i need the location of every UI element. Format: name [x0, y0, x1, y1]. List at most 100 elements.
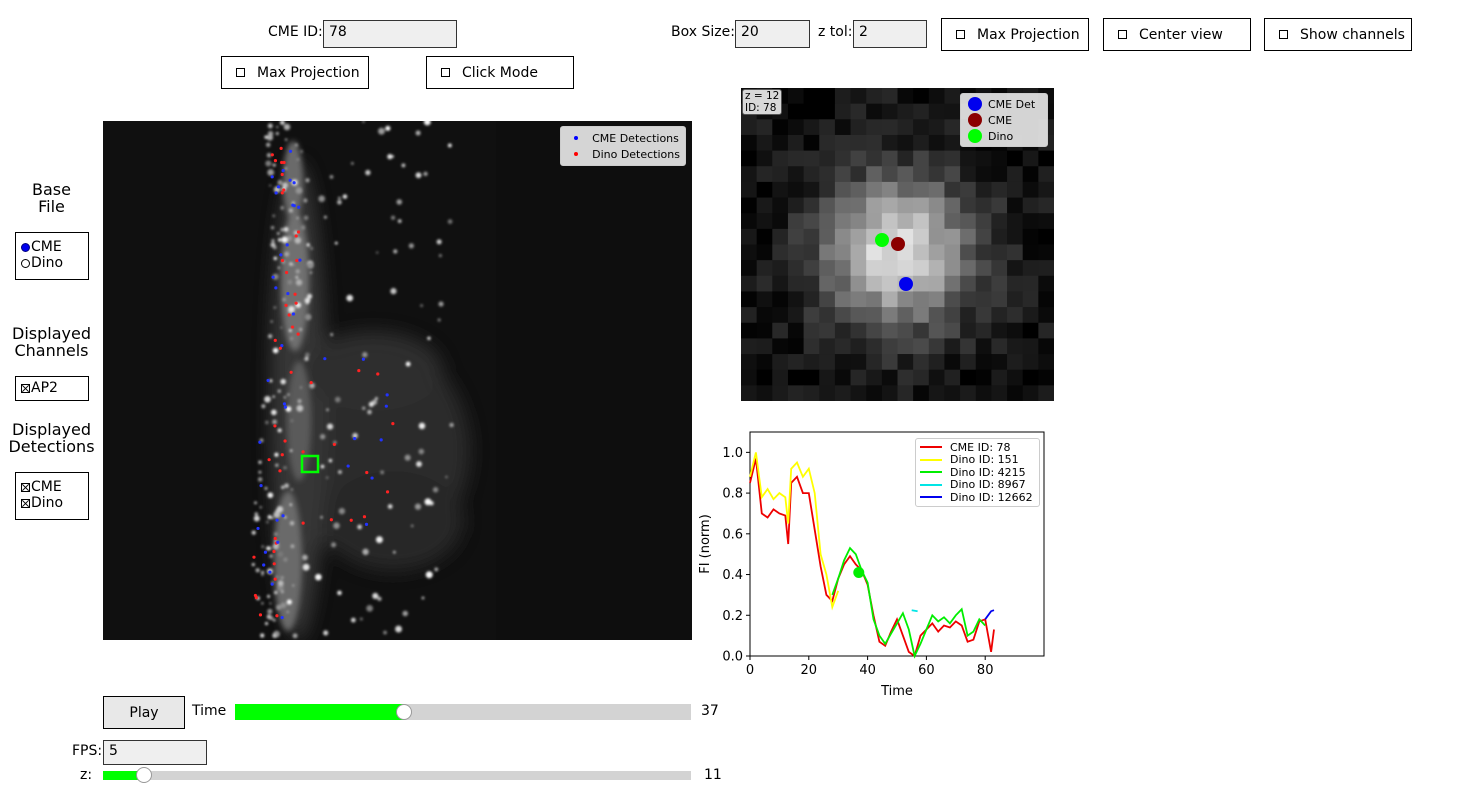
zoom-pixel: [913, 213, 930, 230]
zoom-pixel: [975, 197, 992, 214]
zoom-pixel: [819, 291, 836, 308]
zoom-pixel: [944, 244, 961, 261]
speckle: [254, 512, 258, 516]
zoom-pixel: [897, 166, 914, 183]
speckle: [284, 167, 288, 170]
detection-option-dino[interactable]: Dino: [16, 495, 88, 511]
zoom-pixel: [1038, 307, 1054, 324]
zoom-pixel: [834, 88, 852, 105]
series-line: [831, 546, 986, 659]
cme-detection-dot: [292, 181, 296, 185]
speckle: [287, 235, 293, 241]
speckle: [395, 625, 402, 633]
center-view-toggle[interactable]: Center view: [1103, 18, 1251, 51]
zoom-view[interactable]: z = 12 ID: 78 CME Det CME Dino: [741, 88, 1054, 401]
speckle: [319, 433, 326, 440]
dino-detection-dot: [301, 521, 305, 525]
zoom-pixel: [866, 244, 883, 261]
zoom-pixel: [975, 150, 992, 167]
speckle: [306, 243, 310, 247]
dino-detection-dot: [391, 422, 395, 426]
zoom-pixel: [866, 260, 883, 277]
click-mode-toggle[interactable]: Click Mode: [426, 56, 574, 89]
play-button[interactable]: Play: [103, 696, 185, 729]
zoom-pixel: [913, 166, 930, 183]
main-image-view[interactable]: CME Detections Dino Detections: [103, 121, 692, 640]
zoom-pixel: [913, 354, 930, 371]
z-slider[interactable]: [103, 767, 691, 783]
speckle: [266, 134, 274, 141]
z-slider-handle[interactable]: [136, 767, 153, 783]
zoom-pixel: [991, 322, 1008, 339]
time-slider-handle[interactable]: [395, 704, 412, 720]
speckle: [266, 546, 271, 551]
zoom-pixel: [866, 322, 883, 339]
zoom-pixel: [834, 197, 852, 214]
current-time-marker: [853, 567, 865, 579]
speckle: [289, 520, 295, 526]
time-slider-label: Time: [192, 703, 227, 719]
radio-option-cme[interactable]: CME: [16, 239, 88, 255]
show-channels-toggle[interactable]: Show channels: [1264, 18, 1412, 51]
zoom-pixel: [975, 166, 992, 183]
zoom-pixel: [787, 197, 805, 214]
zoom-pixel: [772, 260, 789, 277]
speckle: [377, 596, 382, 601]
zoom-pixel: [944, 369, 961, 386]
zoom-pixel: [1022, 369, 1039, 386]
speckle: [294, 236, 302, 244]
cme-legend-icon: [968, 113, 982, 127]
max-projection-toggle[interactable]: Max Projection: [941, 18, 1089, 51]
z-tol-input[interactable]: 2: [853, 20, 927, 48]
max-projection-main-toggle[interactable]: Max Projection: [221, 56, 369, 89]
speckle: [274, 532, 278, 536]
zoom-pixel: [787, 260, 805, 277]
zoom-pixel: [834, 166, 852, 183]
speckle: [289, 503, 293, 507]
channels-checkbox-group[interactable]: AP2: [15, 376, 89, 401]
speckle: [283, 123, 291, 131]
zoom-pixel: [991, 385, 1008, 401]
cme-detection-dot: [292, 204, 296, 208]
speckle: [296, 404, 304, 412]
zoom-pixel: [819, 307, 836, 324]
zoom-pixel: [897, 103, 914, 120]
detections-checkbox-group[interactable]: CME Dino: [15, 472, 89, 520]
zoom-pixel: [819, 103, 836, 120]
fps-input[interactable]: 5: [103, 740, 207, 765]
zoom-pixel: [1038, 369, 1054, 386]
speckle: [362, 406, 366, 410]
speckle: [320, 516, 323, 519]
speckle: [305, 178, 310, 183]
dino-detection-dot: [362, 515, 367, 519]
time-slider[interactable]: [235, 704, 691, 720]
zoom-pixel: [741, 119, 758, 136]
dino-detection-dot: [252, 555, 256, 559]
displayed-detections-title: Displayed Detections: [8, 420, 95, 456]
base-file-radio-group[interactable]: CME Dino: [15, 232, 89, 280]
x-tick-label: 80: [977, 663, 994, 678]
zoom-pixel: [975, 369, 992, 386]
cme-id-input[interactable]: 78: [323, 20, 457, 48]
zoom-pixel: [756, 166, 773, 183]
zoom-pixel: [741, 134, 758, 152]
speckle: [267, 169, 275, 176]
cme-detection-dot: [283, 405, 287, 409]
zoom-pixel: [834, 385, 852, 401]
zoom-pixel: [928, 150, 945, 167]
zoom-pixel: [741, 275, 758, 292]
speckle: [290, 419, 294, 423]
speckle: [350, 617, 356, 623]
zoom-pixel: [787, 88, 805, 105]
chart-legend-item: CME ID: 78: [916, 441, 1039, 454]
cme-detection-dot: [364, 522, 369, 526]
speckle: [272, 618, 276, 622]
dino-detection-dot: [280, 172, 284, 177]
channel-option-ap2[interactable]: AP2: [16, 380, 88, 396]
radio-option-dino[interactable]: Dino: [16, 255, 88, 271]
box-size-input[interactable]: 20: [735, 20, 810, 48]
speckle: [309, 271, 313, 274]
detection-option-cme[interactable]: CME: [16, 479, 88, 495]
zoom-pixel: [803, 275, 820, 292]
cme-detection-dot: [275, 518, 279, 522]
